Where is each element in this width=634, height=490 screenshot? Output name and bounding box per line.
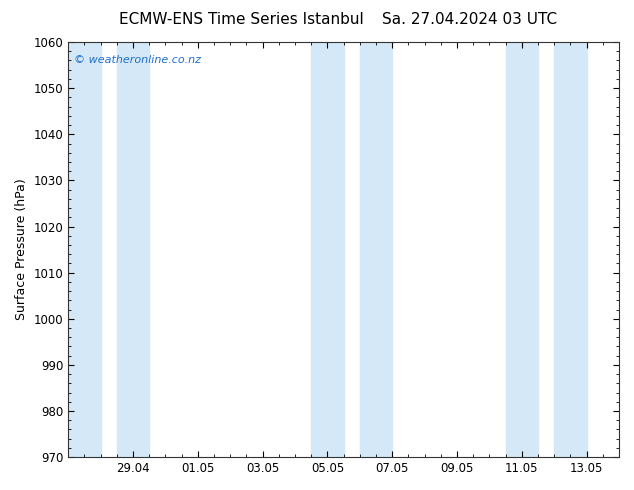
Y-axis label: Surface Pressure (hPa): Surface Pressure (hPa) xyxy=(15,179,28,320)
Bar xyxy=(554,42,586,457)
Text: © weatheronline.co.nz: © weatheronline.co.nz xyxy=(74,54,201,65)
Bar xyxy=(68,42,101,457)
Bar xyxy=(359,42,392,457)
Bar xyxy=(505,42,538,457)
Text: ECMW-ENS Time Series Istanbul: ECMW-ENS Time Series Istanbul xyxy=(119,12,363,27)
Bar xyxy=(117,42,149,457)
Bar xyxy=(311,42,344,457)
Text: Sa. 27.04.2024 03 UTC: Sa. 27.04.2024 03 UTC xyxy=(382,12,557,27)
